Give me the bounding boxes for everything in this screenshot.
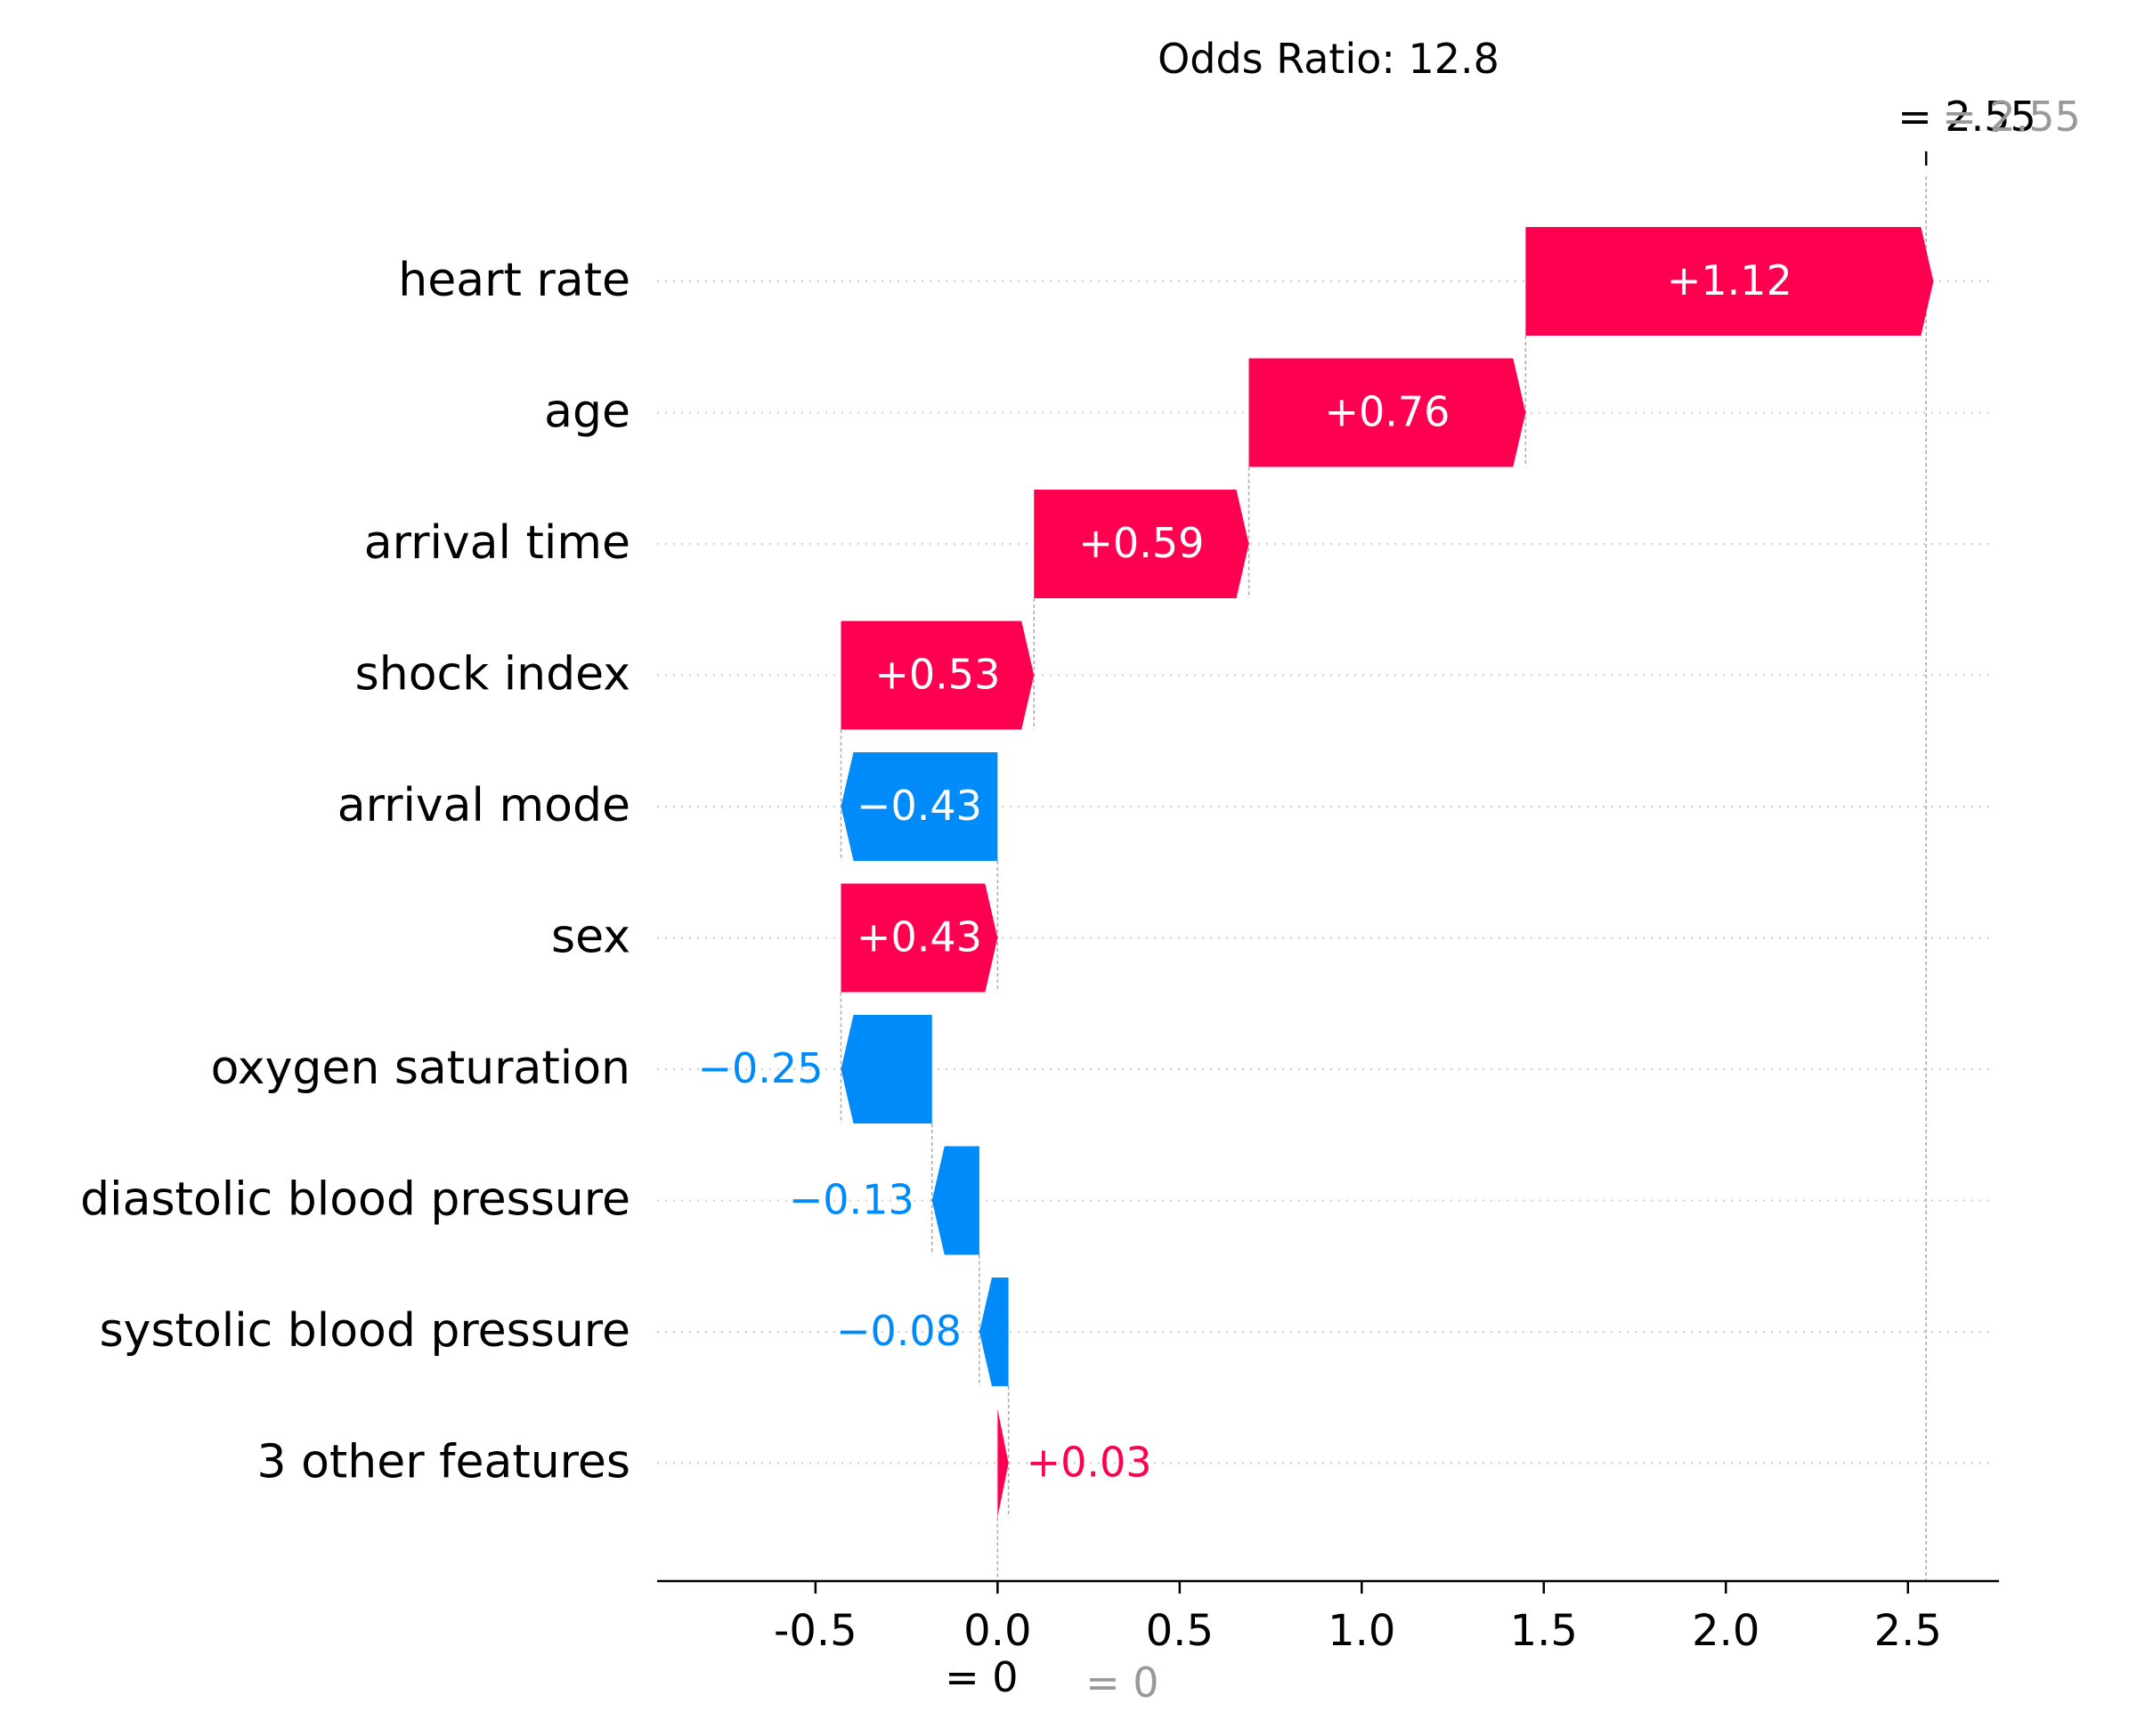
chart-title: Odds Ratio: 12.8 — [1158, 35, 1499, 83]
feature-label: 3 other features — [256, 1436, 630, 1489]
value-label: −0.43 — [857, 782, 982, 830]
value-label: +0.03 — [1027, 1439, 1152, 1487]
negative-bar — [932, 1147, 979, 1255]
base-value-label: = 0 — [945, 1653, 1018, 1701]
x-tick-label: 2.5 — [1874, 1606, 1942, 1656]
value-label: +0.43 — [857, 913, 982, 961]
value-label: −0.25 — [698, 1044, 824, 1092]
x-axis: -0.5 0.0 0.5 1.0 1.5 2.0 2.5 — [657, 1581, 1999, 1656]
feature-label: arrival time — [364, 516, 630, 570]
final-value-label-gray: = 2.55 — [1942, 93, 2081, 141]
base-value-label-gray: = 0 — [1085, 1659, 1158, 1707]
x-tick-label: 1.5 — [1510, 1606, 1578, 1656]
x-tick-label: 0.0 — [963, 1606, 1031, 1656]
value-label: +0.76 — [1324, 388, 1450, 436]
feature-label: age — [544, 385, 630, 439]
value-label: +0.59 — [1078, 519, 1204, 567]
feature-label: oxygen saturation — [211, 1042, 630, 1095]
positive-bar — [997, 1409, 1008, 1518]
x-tick-label: 0.5 — [1146, 1606, 1214, 1656]
negative-bar — [979, 1278, 1009, 1386]
feature-label: shock index — [355, 648, 630, 702]
feature-label: systolic blood pressure — [100, 1304, 630, 1358]
x-tick-label: 1.0 — [1328, 1606, 1395, 1656]
x-tick-label: -0.5 — [774, 1606, 857, 1656]
feature-label: diastolic blood pressure — [80, 1173, 630, 1227]
feature-label: heart rate — [398, 254, 630, 307]
x-tick-label: 2.0 — [1692, 1606, 1759, 1656]
value-label: +1.12 — [1667, 256, 1792, 304]
value-label: −0.08 — [836, 1307, 962, 1355]
value-label: −0.13 — [789, 1176, 914, 1224]
feature-label: sex — [551, 911, 630, 964]
value-label: +0.53 — [874, 651, 1000, 699]
feature-label: arrival mode — [337, 779, 630, 832]
negative-bar — [841, 1015, 931, 1124]
